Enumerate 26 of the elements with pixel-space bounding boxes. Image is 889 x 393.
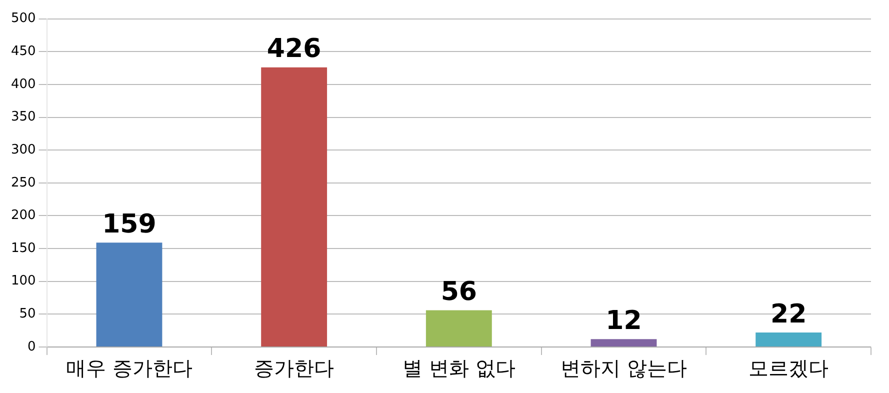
x-tick-label: 모르겠다 [748, 356, 829, 380]
data-label: 56 [440, 276, 477, 307]
y-tick-label: 450 [10, 44, 36, 59]
x-tick-label: 별 변화 없다 [402, 356, 516, 380]
x-tick-label: 매우 증가한다 [66, 356, 192, 380]
y-tick-label: 250 [10, 175, 36, 190]
y-tick-label: 100 [10, 274, 36, 289]
data-label: 159 [102, 209, 156, 240]
y-tick-label: 500 [10, 11, 36, 26]
data-label: 12 [606, 306, 642, 336]
x-tick-label: 변하지 않는다 [560, 356, 687, 380]
y-tick-label: 50 [19, 306, 36, 322]
y-tick-label: 150 [10, 240, 36, 256]
x-tick-label: 증가한다 [254, 356, 334, 380]
y-tick-label: 300 [10, 142, 36, 158]
y-tick-label: 350 [10, 110, 36, 125]
y-tick-label: 0 [28, 339, 36, 354]
bar [96, 242, 162, 346]
bar [261, 67, 328, 346]
data-label: 22 [770, 299, 807, 330]
y-tick-label: 400 [10, 76, 36, 92]
bar [590, 339, 657, 346]
bar [426, 310, 492, 346]
data-label: 426 [266, 34, 322, 64]
bar [756, 332, 822, 346]
y-tick-label: 200 [10, 208, 36, 224]
